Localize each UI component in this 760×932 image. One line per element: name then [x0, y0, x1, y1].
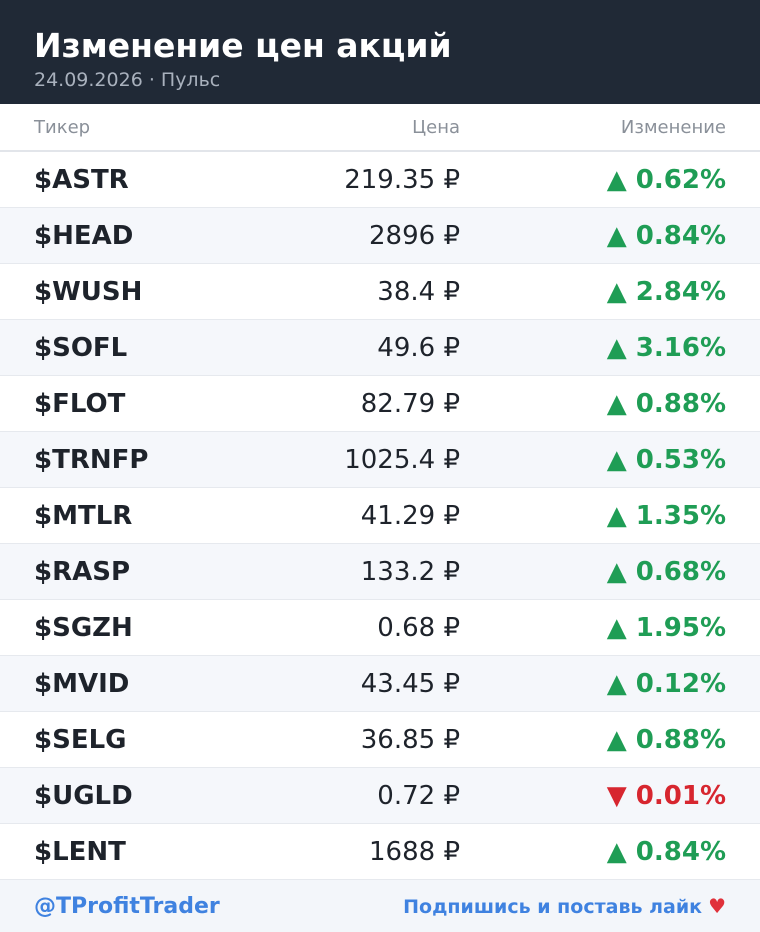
table-row: $UGLD 0.72 ₽ ▼ 0.01% — [0, 768, 760, 824]
change: ▲ 0.68% — [606, 556, 726, 587]
change: ▲ 0.62% — [606, 164, 726, 195]
change: ▲ 2.84% — [606, 276, 726, 307]
column-header: Изменение — [620, 116, 726, 138]
column-header: Тикер — [34, 116, 91, 138]
price: 1025.4 ₽ — [344, 444, 460, 475]
price: 0.72 ₽ — [377, 780, 460, 811]
column-header: Цена — [412, 116, 460, 138]
price: 36.85 ₽ — [360, 724, 460, 755]
ticker: $ASTR — [34, 164, 129, 195]
ticker: $HEAD — [34, 220, 134, 251]
change: ▲ 3.16% — [606, 332, 726, 363]
table-body: $ASTR 219.35 ₽ ▲ 0.62% $HEAD 2896 ₽ ▲ 0.84% $W… — [0, 152, 760, 880]
header: Изменение цен акций 24.09.2026 · Пульс — [0, 0, 760, 104]
price: 133.2 ₽ — [360, 556, 460, 587]
change: ▲ 0.12% — [606, 668, 726, 699]
change: ▼ 0.01% — [606, 780, 726, 811]
ticker: $RASP — [34, 556, 131, 587]
table-row: $LENT 1688 ₽ ▲ 0.84% — [0, 824, 760, 880]
table-row: $ASTR 219.35 ₽ ▲ 0.62% — [0, 152, 760, 208]
ticker: $UGLD — [34, 780, 133, 811]
price: 0.68 ₽ — [377, 612, 460, 643]
change: ▲ 0.88% — [606, 724, 726, 755]
ticker: $TRNFP — [34, 444, 149, 475]
table-row: $MVID 43.45 ₽ ▲ 0.12% — [0, 656, 760, 712]
price: 49.6 ₽ — [377, 332, 460, 363]
footer: @TProfitTrader Подпишись и поставь лайк ♥ — [0, 880, 760, 932]
ticker: $MTLR — [34, 500, 133, 531]
ticker: $SGZH — [34, 612, 133, 643]
table-row: $FLOT 82.79 ₽ ▲ 0.88% — [0, 376, 760, 432]
cta-text: Подпишись и поставь лайк — [403, 896, 703, 918]
table-row: $SGZH 0.68 ₽ ▲ 1.95% — [0, 600, 760, 656]
subtitle: 24.09.2026 · Пульс — [34, 69, 221, 91]
change: ▲ 1.35% — [606, 500, 726, 531]
ticker: $LENT — [34, 836, 126, 867]
table-row: $SELG 36.85 ₽ ▲ 0.88% — [0, 712, 760, 768]
ticker: $MVID — [34, 668, 130, 699]
price: 38.4 ₽ — [377, 276, 460, 307]
price: 43.45 ₽ — [360, 668, 460, 699]
table-row: $TRNFP 1025.4 ₽ ▲ 0.53% — [0, 432, 760, 488]
ticker: $WUSH — [34, 276, 143, 307]
price: 219.35 ₽ — [344, 164, 460, 195]
heart-icon: ♥ — [708, 894, 726, 918]
price: 2896 ₽ — [369, 220, 460, 251]
price: 41.29 ₽ — [360, 500, 460, 531]
table-header: Тикер Цена Изменение — [0, 104, 760, 152]
table-row: $WUSH 38.4 ₽ ▲ 2.84% — [0, 264, 760, 320]
ticker: $FLOT — [34, 388, 126, 419]
ticker: $SELG — [34, 724, 127, 755]
title: Изменение цен акций — [34, 26, 452, 65]
call-to-action: Подпишись и поставь лайк ♥ — [403, 894, 726, 918]
price: 82.79 ₽ — [360, 388, 460, 419]
table-row: $MTLR 41.29 ₽ ▲ 1.35% — [0, 488, 760, 544]
handle[interactable]: @TProfitTrader — [34, 893, 220, 919]
change: ▲ 0.53% — [606, 444, 726, 475]
table-row: $RASP 133.2 ₽ ▲ 0.68% — [0, 544, 760, 600]
change: ▲ 0.84% — [606, 836, 726, 867]
change: ▲ 1.95% — [606, 612, 726, 643]
ticker: $SOFL — [34, 332, 128, 363]
table-row: $HEAD 2896 ₽ ▲ 0.84% — [0, 208, 760, 264]
table-row: $SOFL 49.6 ₽ ▲ 3.16% — [0, 320, 760, 376]
change: ▲ 0.88% — [606, 388, 726, 419]
change: ▲ 0.84% — [606, 220, 726, 251]
price: 1688 ₽ — [369, 836, 460, 867]
